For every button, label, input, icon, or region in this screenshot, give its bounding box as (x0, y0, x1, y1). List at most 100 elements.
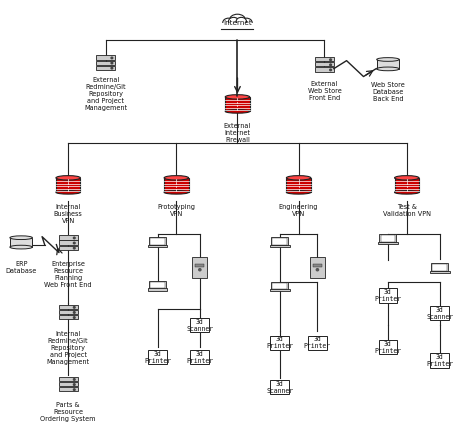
Text: 3d
Printer: 3d Printer (426, 354, 453, 367)
FancyBboxPatch shape (379, 288, 397, 303)
Text: 3d
Scanner: 3d Scanner (186, 319, 213, 332)
FancyBboxPatch shape (431, 263, 448, 271)
Text: Internet: Internet (223, 20, 252, 26)
FancyBboxPatch shape (430, 306, 449, 320)
Ellipse shape (236, 17, 246, 25)
FancyBboxPatch shape (150, 239, 165, 245)
Text: Engineering
VPN: Engineering VPN (279, 204, 319, 217)
FancyBboxPatch shape (195, 264, 204, 267)
Text: Web Store
Database
Back End: Web Store Database Back End (371, 82, 405, 102)
FancyBboxPatch shape (380, 235, 396, 243)
Ellipse shape (164, 176, 189, 180)
FancyBboxPatch shape (148, 245, 167, 247)
Circle shape (73, 237, 75, 239)
Ellipse shape (10, 236, 32, 239)
FancyBboxPatch shape (96, 65, 115, 70)
Ellipse shape (394, 176, 419, 180)
Ellipse shape (286, 190, 311, 194)
Circle shape (330, 59, 331, 61)
FancyBboxPatch shape (432, 264, 447, 271)
FancyBboxPatch shape (59, 240, 78, 245)
FancyBboxPatch shape (59, 235, 78, 239)
FancyBboxPatch shape (59, 377, 78, 381)
FancyBboxPatch shape (308, 336, 327, 350)
Ellipse shape (225, 95, 250, 99)
FancyBboxPatch shape (315, 57, 334, 61)
Ellipse shape (377, 67, 399, 71)
Circle shape (73, 384, 75, 385)
Ellipse shape (56, 190, 81, 194)
FancyBboxPatch shape (377, 60, 399, 69)
Circle shape (73, 312, 75, 313)
FancyBboxPatch shape (271, 238, 288, 246)
Text: 3d
Printer: 3d Printer (374, 289, 401, 302)
Circle shape (199, 269, 201, 271)
FancyBboxPatch shape (221, 23, 254, 28)
FancyBboxPatch shape (270, 380, 289, 394)
FancyBboxPatch shape (149, 281, 166, 289)
FancyBboxPatch shape (270, 336, 289, 350)
FancyBboxPatch shape (150, 282, 165, 288)
FancyBboxPatch shape (310, 257, 325, 278)
Ellipse shape (223, 18, 234, 27)
Text: 3d
Printer: 3d Printer (374, 341, 401, 354)
FancyBboxPatch shape (430, 353, 449, 368)
FancyBboxPatch shape (192, 257, 207, 278)
Ellipse shape (229, 14, 246, 26)
Circle shape (73, 307, 75, 308)
FancyBboxPatch shape (59, 310, 78, 314)
Text: 3d
Printer: 3d Printer (186, 351, 213, 364)
FancyBboxPatch shape (56, 178, 81, 192)
Ellipse shape (56, 176, 81, 180)
Circle shape (316, 269, 319, 271)
Ellipse shape (225, 109, 250, 113)
Text: Test &
Validation VPN: Test & Validation VPN (383, 204, 431, 217)
FancyBboxPatch shape (313, 264, 322, 267)
Ellipse shape (394, 190, 419, 194)
Text: 3d
Scanner: 3d Scanner (426, 307, 453, 320)
FancyBboxPatch shape (315, 62, 334, 66)
FancyBboxPatch shape (191, 350, 209, 364)
FancyBboxPatch shape (225, 97, 250, 111)
Text: Parts &
Resource
Ordering System: Parts & Resource Ordering System (40, 402, 96, 422)
Ellipse shape (241, 18, 252, 27)
FancyBboxPatch shape (271, 282, 288, 290)
Text: External
Redmine/Git
Repository
and Project
Management: External Redmine/Git Repository and Proj… (84, 77, 128, 111)
Circle shape (330, 64, 331, 65)
Ellipse shape (228, 17, 239, 25)
Circle shape (73, 242, 75, 244)
Circle shape (73, 379, 75, 380)
Text: ERP
Database: ERP Database (6, 261, 37, 274)
FancyBboxPatch shape (273, 283, 287, 289)
FancyBboxPatch shape (59, 315, 78, 319)
FancyBboxPatch shape (59, 305, 78, 309)
Text: Enterprise
Resource
Planning
Web Front End: Enterprise Resource Planning Web Front E… (45, 261, 92, 288)
Text: 3d
Scanner: 3d Scanner (266, 380, 293, 393)
FancyBboxPatch shape (148, 350, 167, 364)
Text: External
Web Store
Front End: External Web Store Front End (308, 81, 341, 101)
Circle shape (73, 247, 75, 249)
Text: Internal
Redmine/Git
Repository
and Project
Management: Internal Redmine/Git Repository and Proj… (46, 331, 90, 365)
FancyBboxPatch shape (430, 271, 449, 273)
FancyBboxPatch shape (164, 178, 189, 192)
Ellipse shape (164, 190, 189, 194)
Ellipse shape (10, 245, 32, 249)
FancyBboxPatch shape (270, 289, 290, 291)
Circle shape (330, 69, 331, 71)
FancyBboxPatch shape (59, 382, 78, 386)
FancyBboxPatch shape (149, 238, 166, 246)
FancyBboxPatch shape (191, 318, 209, 332)
FancyBboxPatch shape (59, 387, 78, 391)
Circle shape (111, 62, 113, 64)
FancyBboxPatch shape (148, 288, 167, 291)
Text: 3d
Printer: 3d Printer (304, 336, 331, 349)
Text: Prototyping
VPN: Prototyping VPN (157, 204, 195, 217)
FancyBboxPatch shape (273, 239, 287, 245)
Text: 3d
Printer: 3d Printer (144, 351, 171, 364)
FancyBboxPatch shape (59, 246, 78, 250)
Circle shape (111, 67, 113, 69)
Circle shape (73, 317, 75, 318)
FancyBboxPatch shape (381, 235, 395, 242)
FancyBboxPatch shape (10, 238, 32, 247)
Ellipse shape (286, 176, 311, 180)
